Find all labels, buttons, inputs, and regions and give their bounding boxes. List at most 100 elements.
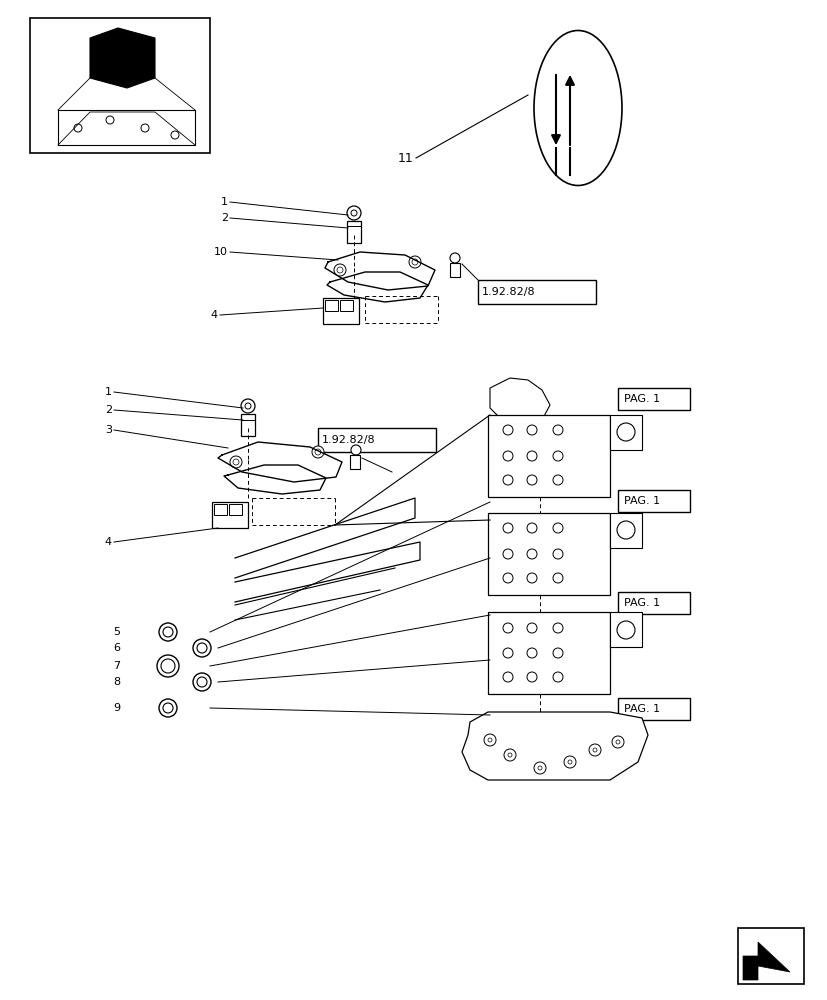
Circle shape [333, 264, 346, 276]
Polygon shape [461, 712, 648, 780]
Circle shape [484, 734, 495, 746]
Circle shape [159, 623, 177, 641]
Circle shape [526, 573, 537, 583]
Circle shape [487, 738, 491, 742]
Ellipse shape [616, 521, 634, 539]
Bar [487, 513, 609, 595]
Circle shape [502, 451, 513, 461]
Text: 1: 1 [105, 387, 112, 397]
Polygon shape [490, 378, 549, 425]
Circle shape [171, 131, 179, 139]
Bar [617, 592, 689, 614]
Polygon shape [742, 942, 789, 980]
Text: 4: 4 [211, 310, 218, 320]
Text: 5: 5 [112, 627, 120, 637]
Text: 10: 10 [213, 247, 227, 257]
Text: 2: 2 [105, 405, 112, 415]
Text: 8: 8 [112, 677, 120, 687]
Circle shape [412, 259, 418, 265]
Circle shape [552, 573, 562, 583]
Text: 11: 11 [398, 152, 414, 165]
Circle shape [552, 648, 562, 658]
Circle shape [533, 762, 545, 774]
Circle shape [611, 736, 624, 748]
Text: 6: 6 [112, 643, 120, 653]
Circle shape [347, 206, 361, 220]
Circle shape [74, 124, 82, 132]
Text: 1: 1 [221, 197, 227, 207]
Text: PAG. 1: PAG. 1 [624, 704, 659, 714]
Bar [325, 300, 337, 311]
Circle shape [351, 210, 356, 216]
Circle shape [163, 703, 173, 713]
Circle shape [409, 256, 420, 268]
Circle shape [567, 760, 571, 764]
Circle shape [502, 573, 513, 583]
Circle shape [193, 673, 211, 691]
Text: 9: 9 [112, 703, 120, 713]
Circle shape [502, 672, 513, 682]
Circle shape [552, 672, 562, 682]
Text: 7: 7 [112, 661, 120, 671]
Text: 2: 2 [221, 213, 227, 223]
Circle shape [526, 475, 537, 485]
Circle shape [141, 124, 149, 132]
Text: 3: 3 [105, 425, 112, 435]
Bar [609, 612, 641, 647]
Ellipse shape [616, 423, 634, 441]
Text: PAG. 1: PAG. 1 [624, 394, 659, 404]
Polygon shape [90, 28, 155, 88]
Bar [340, 300, 352, 311]
Circle shape [157, 655, 179, 677]
Bar [449, 263, 460, 277]
Circle shape [615, 740, 619, 744]
Circle shape [552, 425, 562, 435]
Bar [617, 490, 689, 512]
Circle shape [552, 451, 562, 461]
Bar [323, 298, 359, 324]
Circle shape [502, 549, 513, 559]
Circle shape [193, 639, 211, 657]
Circle shape [592, 748, 596, 752]
Circle shape [563, 756, 576, 768]
Text: PAG. 1: PAG. 1 [624, 496, 659, 506]
Text: 1.92.82/8: 1.92.82/8 [322, 435, 375, 445]
Circle shape [312, 446, 323, 458]
Circle shape [552, 523, 562, 533]
Text: PAG. 1: PAG. 1 [624, 598, 659, 608]
Bar [241, 414, 255, 436]
Circle shape [245, 403, 251, 409]
Circle shape [526, 523, 537, 533]
Circle shape [526, 549, 537, 559]
Circle shape [106, 116, 114, 124]
Circle shape [502, 523, 513, 533]
Text: 1.92.82/8: 1.92.82/8 [481, 287, 535, 297]
Circle shape [314, 449, 321, 455]
Ellipse shape [616, 621, 634, 639]
Circle shape [337, 267, 342, 273]
Circle shape [538, 766, 542, 770]
Bar [737, 928, 803, 984]
Circle shape [526, 451, 537, 461]
Circle shape [552, 623, 562, 633]
Circle shape [159, 699, 177, 717]
Bar [609, 415, 641, 450]
Circle shape [241, 399, 255, 413]
Circle shape [232, 459, 239, 465]
Circle shape [502, 623, 513, 633]
Bar [30, 18, 210, 153]
Bar [213, 504, 227, 515]
Circle shape [502, 648, 513, 658]
Bar [617, 388, 689, 410]
Bar [350, 455, 360, 469]
Circle shape [552, 475, 562, 485]
Circle shape [197, 677, 207, 687]
Circle shape [351, 445, 361, 455]
Bar [477, 280, 595, 304]
Bar [318, 428, 436, 452]
Circle shape [230, 456, 241, 468]
Bar [229, 504, 241, 515]
Bar [609, 513, 641, 548]
Bar [347, 221, 361, 243]
Circle shape [526, 672, 537, 682]
